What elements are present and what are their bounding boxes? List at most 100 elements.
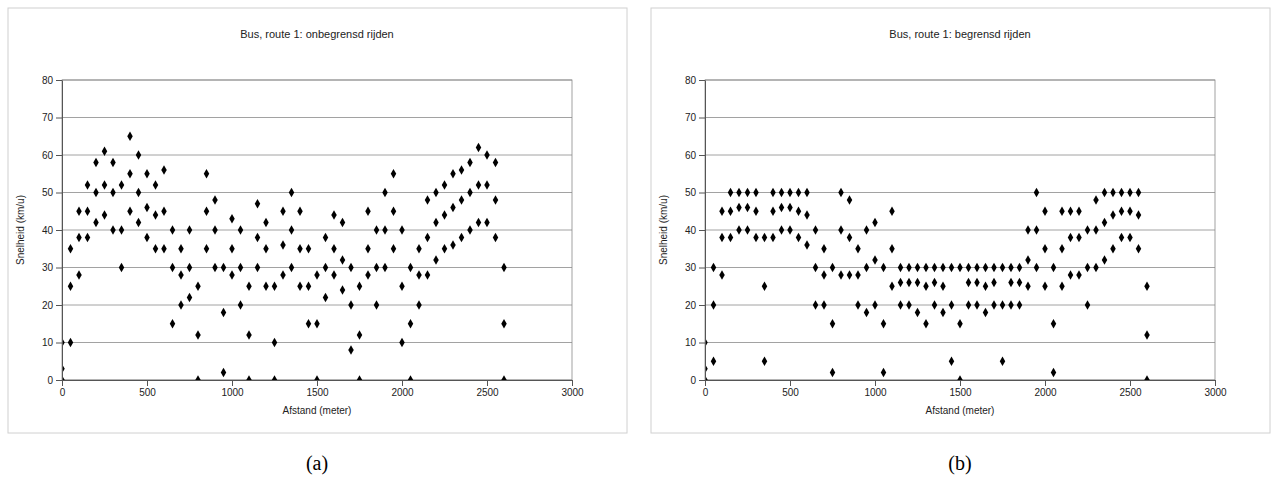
plot-border <box>62 80 572 380</box>
y-tick-label: 20 <box>685 300 697 311</box>
point <box>365 270 370 279</box>
point <box>1017 278 1022 287</box>
point <box>212 225 217 234</box>
point <box>719 233 724 242</box>
point <box>745 225 750 234</box>
y-tick-label: 60 <box>42 150 54 161</box>
point <box>745 188 750 197</box>
point <box>932 263 937 272</box>
point <box>881 319 886 328</box>
point <box>263 218 268 227</box>
point <box>433 218 438 227</box>
y-axis-line <box>62 81 63 381</box>
point <box>1102 255 1107 264</box>
point <box>425 270 430 279</box>
point <box>416 244 421 253</box>
point <box>949 357 954 366</box>
point <box>187 225 192 234</box>
point <box>1034 263 1039 272</box>
point <box>940 263 945 272</box>
point <box>399 338 404 347</box>
x-axis: 050010001500200025003000 <box>60 380 584 398</box>
point <box>314 319 319 328</box>
x-tick-label: 0 <box>703 387 709 398</box>
point <box>711 300 716 309</box>
point <box>753 207 758 216</box>
point <box>966 278 971 287</box>
point <box>178 270 183 279</box>
point <box>915 278 920 287</box>
point <box>306 319 311 328</box>
point <box>1093 225 1098 234</box>
point <box>1025 282 1030 291</box>
x-tick-label: 1500 <box>949 387 972 398</box>
point <box>501 263 506 272</box>
point <box>442 244 447 253</box>
point <box>416 300 421 309</box>
point <box>949 263 954 272</box>
point <box>136 150 141 159</box>
point <box>1000 357 1005 366</box>
point <box>974 278 979 287</box>
point <box>501 375 506 380</box>
y-tick-label: 10 <box>685 337 697 348</box>
point <box>1110 244 1115 253</box>
point <box>1136 210 1141 219</box>
point <box>881 263 886 272</box>
x-tick-mark <box>487 380 488 386</box>
point <box>838 225 843 234</box>
point <box>263 282 268 291</box>
y-tick-mark <box>699 80 705 81</box>
grid-line <box>62 305 572 306</box>
point <box>1136 188 1141 197</box>
y-tick-label: 60 <box>685 150 697 161</box>
point <box>459 165 464 174</box>
point <box>153 244 158 253</box>
point <box>76 270 81 279</box>
point <box>719 270 724 279</box>
point <box>297 244 302 253</box>
point <box>280 240 285 249</box>
point <box>110 188 115 197</box>
x-tick: 2000 <box>1034 380 1057 398</box>
y-tick-label: 30 <box>42 262 54 273</box>
point <box>85 233 90 242</box>
y-tick-mark <box>56 380 62 381</box>
x-tick-label: 3000 <box>1204 387 1227 398</box>
point <box>813 300 818 309</box>
point <box>804 240 809 249</box>
point <box>416 270 421 279</box>
point <box>297 282 302 291</box>
chart-panel: 0102030405060708005001000150020002500300… <box>651 8 1270 475</box>
x-tick: 0 <box>703 380 709 398</box>
x-tick-mark <box>705 380 706 386</box>
x-axis: 050010001500200025003000 <box>703 380 1227 398</box>
point <box>187 263 192 272</box>
point <box>187 293 192 302</box>
points <box>705 188 1150 380</box>
y-tick: 70 <box>685 112 705 123</box>
x-tick: 1500 <box>306 380 329 398</box>
point <box>813 263 818 272</box>
point <box>991 263 996 272</box>
point <box>459 195 464 204</box>
point <box>110 158 115 167</box>
point <box>161 244 166 253</box>
y-tick-label: 10 <box>42 337 54 348</box>
panel-caption: (b) <box>948 452 971 475</box>
point <box>813 225 818 234</box>
grid <box>62 80 572 380</box>
point <box>804 210 809 219</box>
x-tick: 2500 <box>476 380 499 398</box>
point <box>85 207 90 216</box>
point <box>263 244 268 253</box>
y-tick-mark <box>699 343 705 344</box>
point <box>195 330 200 339</box>
y-axis-title: Snelheid (km/u) <box>15 195 26 265</box>
point <box>770 233 775 242</box>
point <box>476 143 481 152</box>
point <box>1144 375 1149 380</box>
point <box>450 240 455 249</box>
point <box>161 207 166 216</box>
point <box>229 244 234 253</box>
